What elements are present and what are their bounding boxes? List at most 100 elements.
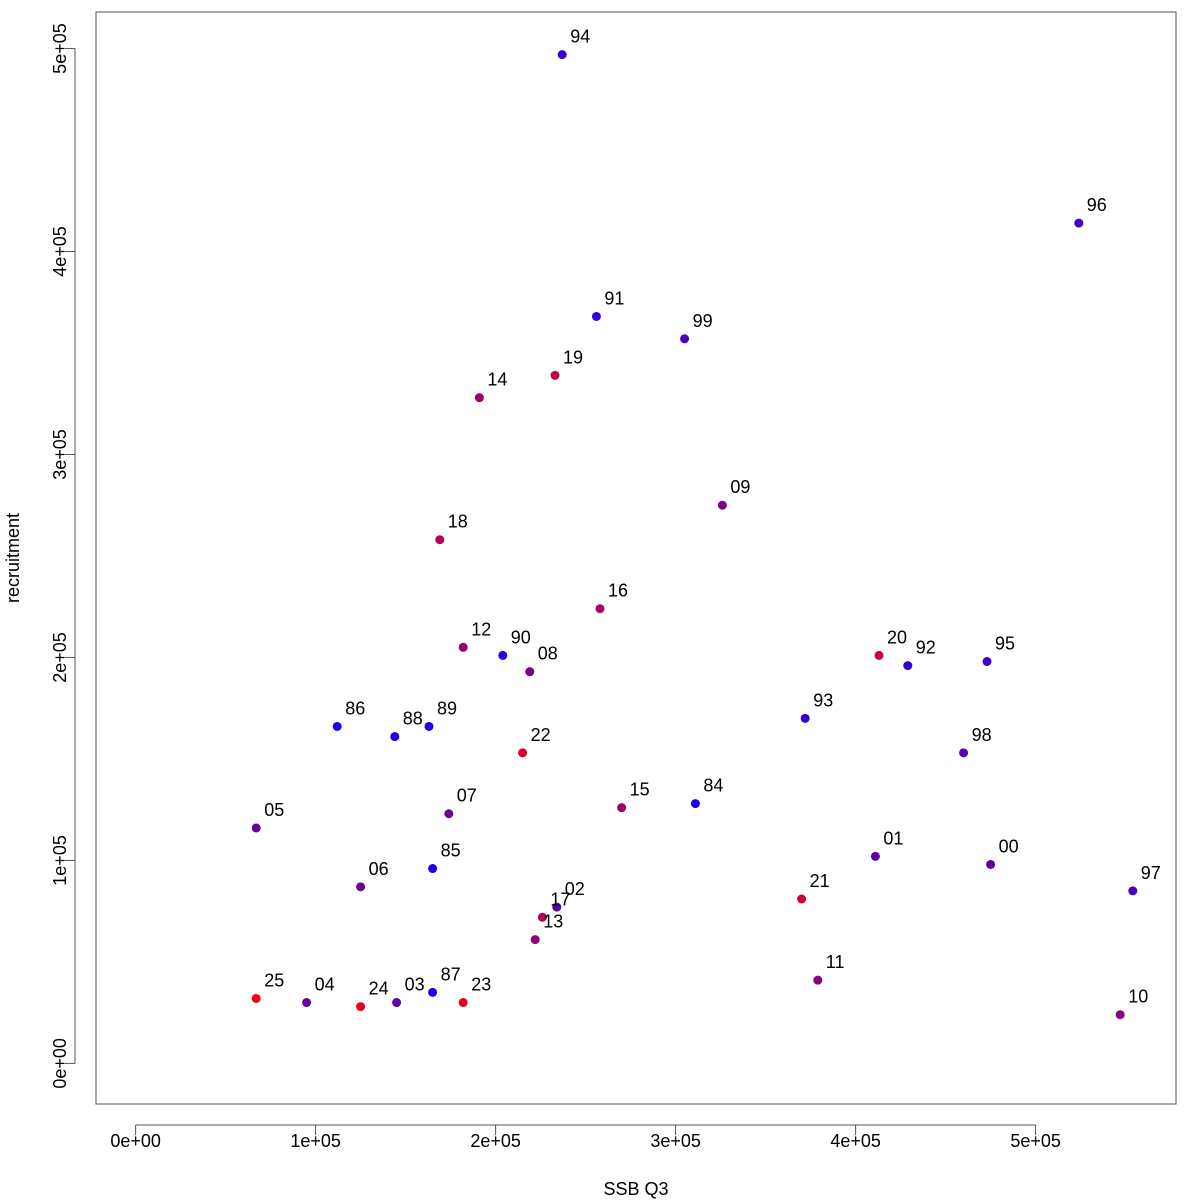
data-point [680, 334, 690, 344]
data-label: 19 [563, 347, 583, 367]
plot-frame [95, 11, 1177, 1105]
data-point [424, 721, 434, 731]
data-label: 85 [441, 841, 461, 861]
y-tick-label: 2e+05 [50, 632, 70, 683]
data-point [392, 998, 402, 1008]
data-point [717, 500, 727, 510]
x-axis: 0e+00 1e+05 2e+05 3e+05 4e+05 5e+05 [110, 1124, 1061, 1151]
data-label: 06 [369, 859, 389, 879]
y-axis: 0e+00 1e+05 2e+05 3e+05 4e+05 5e+05 [50, 23, 76, 1089]
data-label: 20 [887, 627, 907, 647]
data-label: 86 [345, 698, 365, 718]
data-label: 92 [916, 638, 936, 658]
data-point [903, 661, 913, 671]
x-tick-label: 3e+05 [650, 1131, 701, 1151]
data-point [870, 851, 880, 861]
data-point [444, 809, 454, 819]
data-label: 02 [565, 879, 585, 899]
data-label: 08 [538, 644, 558, 664]
data-point [595, 604, 605, 614]
data-label: 13 [543, 912, 563, 932]
x-tick-label: 1e+05 [290, 1131, 341, 1151]
data-label: 03 [405, 975, 425, 995]
data-point [435, 535, 445, 545]
data-label: 95 [995, 634, 1015, 654]
data-label: 16 [608, 581, 628, 601]
y-tick-label: 4e+05 [50, 226, 70, 277]
data-label: 98 [972, 725, 992, 745]
data-label: 00 [999, 836, 1019, 856]
data-label: 15 [630, 780, 650, 800]
data-label: 87 [441, 964, 461, 984]
data-label: 24 [369, 979, 389, 999]
data-label: 14 [487, 370, 507, 390]
data-point [251, 823, 261, 833]
data-label: 05 [264, 800, 284, 820]
data-label: 09 [730, 477, 750, 497]
data-point [557, 50, 567, 60]
data-point [251, 993, 261, 1003]
data-point [474, 393, 484, 403]
data-point [428, 987, 438, 997]
data-point [591, 311, 601, 321]
y-tick-label: 1e+05 [50, 835, 70, 886]
data-label: 17 [550, 889, 570, 909]
x-tick-label: 0e+00 [110, 1131, 161, 1151]
data-point [797, 894, 807, 904]
data-label: 84 [703, 776, 723, 796]
data-point [552, 902, 562, 912]
data-label: 23 [471, 975, 491, 995]
data-point [1115, 1010, 1125, 1020]
data-label: 96 [1087, 195, 1107, 215]
data-point [1074, 218, 1084, 228]
y-tick-label: 3e+05 [50, 429, 70, 480]
data-label: 89 [437, 698, 457, 718]
data-label: 04 [315, 975, 335, 995]
data-point [550, 370, 560, 380]
y-axis-title: recruitment [3, 513, 23, 603]
data-label: 01 [883, 828, 903, 848]
data-point [302, 998, 312, 1008]
data-point [356, 1002, 366, 1012]
data-point [356, 882, 366, 892]
data-label: 12 [471, 619, 491, 639]
data-point [1128, 886, 1138, 896]
data-point [390, 732, 400, 742]
data-point [498, 650, 508, 660]
data-point [874, 650, 884, 660]
x-tick-label: 5e+05 [1010, 1131, 1061, 1151]
point-labels: 84 85 86 87 88 89 90 91 92 93 94 95 96 97 98 99 00 01 02 03… [264, 27, 1161, 1007]
x-tick-label: 4e+05 [830, 1131, 881, 1151]
data-point [690, 799, 700, 809]
data-point [959, 748, 969, 758]
data-point [458, 998, 468, 1008]
data-label: 93 [813, 690, 833, 710]
data-label: 11 [826, 952, 845, 972]
data-point [428, 864, 438, 874]
data-point [530, 935, 540, 945]
data-label: 21 [810, 871, 830, 891]
data-label: 91 [604, 288, 624, 308]
data-point [813, 975, 823, 985]
x-axis-title: SSB Q3 [603, 1179, 668, 1199]
data-label: 22 [531, 725, 551, 745]
data-label: 99 [693, 311, 713, 331]
data-point [458, 642, 468, 652]
y-tick-label: 5e+05 [50, 23, 70, 74]
x-tick-label: 2e+05 [470, 1131, 521, 1151]
data-label: 94 [570, 27, 590, 47]
data-label: 07 [457, 786, 477, 806]
data-point [800, 713, 810, 723]
data-label: 25 [264, 970, 284, 990]
data-point [537, 912, 547, 922]
y-tick-label: 0e+00 [50, 1038, 70, 1089]
data-point [982, 657, 992, 667]
data-points [251, 50, 1138, 1020]
data-point [332, 721, 342, 731]
data-label: 88 [403, 709, 423, 729]
data-label: 18 [448, 512, 468, 532]
data-label: 97 [1141, 863, 1161, 883]
data-label: 10 [1128, 987, 1148, 1007]
data-point [986, 859, 996, 869]
